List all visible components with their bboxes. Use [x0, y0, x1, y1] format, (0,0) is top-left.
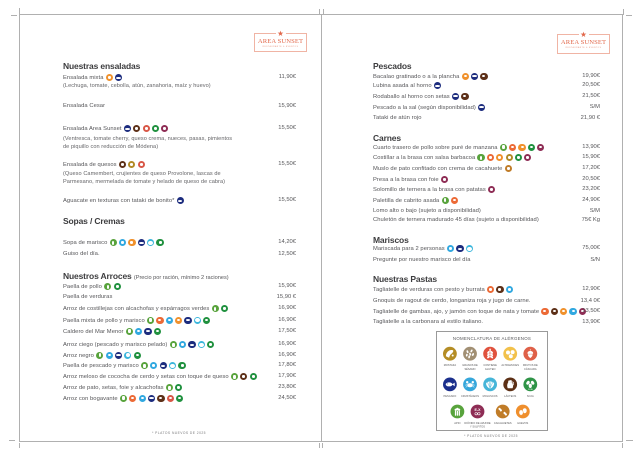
svg-text:Y SULFITOS: Y SULFITOS [470, 425, 485, 429]
svg-text:ALTRAMUCES: ALTRAMUCES [501, 363, 519, 367]
svg-text:SOJA: SOJA [527, 394, 534, 398]
svg-text:SÉSAMO: SÉSAMO [464, 366, 475, 371]
svg-text:E-X: E-X [475, 408, 482, 412]
svg-text:SOJA: SOJA [528, 388, 533, 391]
svg-text:CÁSCARA: CÁSCARA [524, 367, 537, 371]
svg-text:CONTIENE: CONTIENE [483, 363, 497, 367]
svg-text:FRUTOS DE: FRUTOS DE [523, 363, 538, 367]
svg-text:MOSTAZA: MOSTAZA [444, 363, 457, 367]
svg-text:APIO: APIO [454, 421, 460, 425]
svg-text:DIÓXIDO DE AZUFRE: DIÓXIDO DE AZUFRE [464, 420, 490, 425]
svg-text:CACAHUETES: CACAHUETES [494, 421, 512, 425]
svg-text:GLUTEN: GLUTEN [485, 367, 496, 371]
svg-text:MOLUSCOS: MOLUSCOS [483, 394, 498, 398]
svg-text:HUEVOS: HUEVOS [517, 421, 528, 425]
svg-text:GRANOS DE: GRANOS DE [462, 363, 478, 367]
svg-text:NOMENCLATURA DE ALÉRGENOS: NOMENCLATURA DE ALÉRGENOS [453, 336, 531, 341]
svg-text:CRUSTÁCEOS: CRUSTÁCEOS [461, 394, 479, 398]
svg-text:LÁCTEOS: LÁCTEOS [504, 394, 516, 398]
svg-text:PESCADO: PESCADO [444, 394, 457, 398]
